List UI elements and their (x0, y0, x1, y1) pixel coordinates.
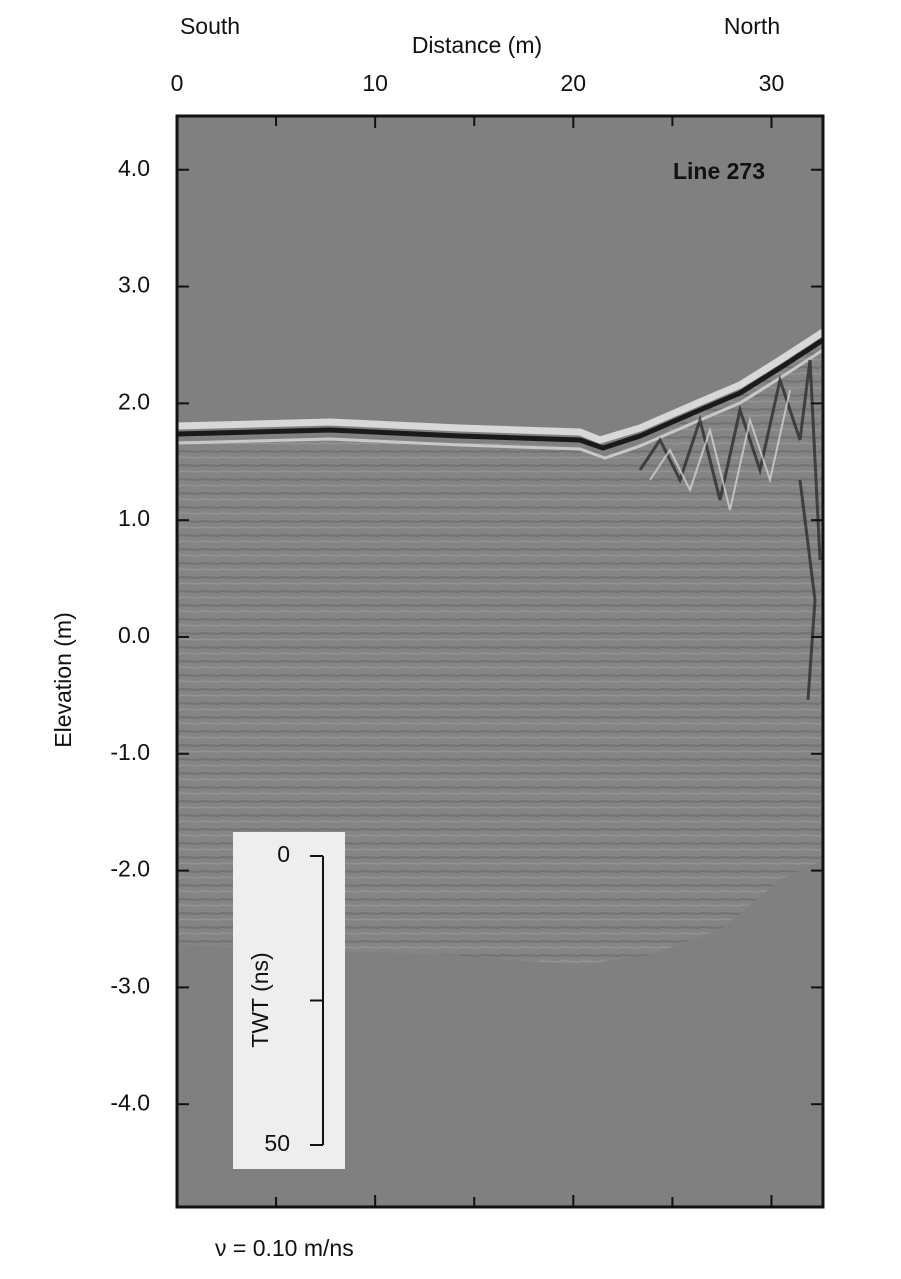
twt-scale-title: TWT (ns) (247, 952, 273, 1047)
twt-tick-label: 50 (264, 1130, 290, 1156)
x-axis-title: Distance (m) (412, 32, 542, 58)
y-tick-label: -4.0 (110, 1089, 150, 1115)
line-label: Line 273 (673, 158, 765, 184)
y-tick-label: 4.0 (118, 155, 150, 181)
y-tick-label: 2.0 (118, 388, 150, 414)
left-end-label: South (180, 13, 240, 39)
velocity-note: ν = 0.10 m/ns (215, 1235, 354, 1261)
plot-frame (175, 114, 825, 1209)
twt-tick-label: 0 (277, 841, 290, 867)
y-tick-label: 0.0 (118, 622, 150, 648)
y-tick-label: 3.0 (118, 272, 150, 298)
right-end-label: North (724, 13, 780, 39)
y-tick-label: -1.0 (110, 739, 150, 765)
twt-scale-box (233, 832, 345, 1169)
x-tick-label: 20 (561, 70, 587, 96)
y-tick-label: -3.0 (110, 972, 150, 998)
y-axis-title: Elevation (m) (50, 612, 76, 747)
y-tick-label: -2.0 (110, 856, 150, 882)
y-tick-label: 1.0 (118, 505, 150, 531)
x-tick-label: 10 (362, 70, 388, 96)
x-tick-label: 30 (759, 70, 785, 96)
x-tick-label: 0 (171, 70, 184, 96)
